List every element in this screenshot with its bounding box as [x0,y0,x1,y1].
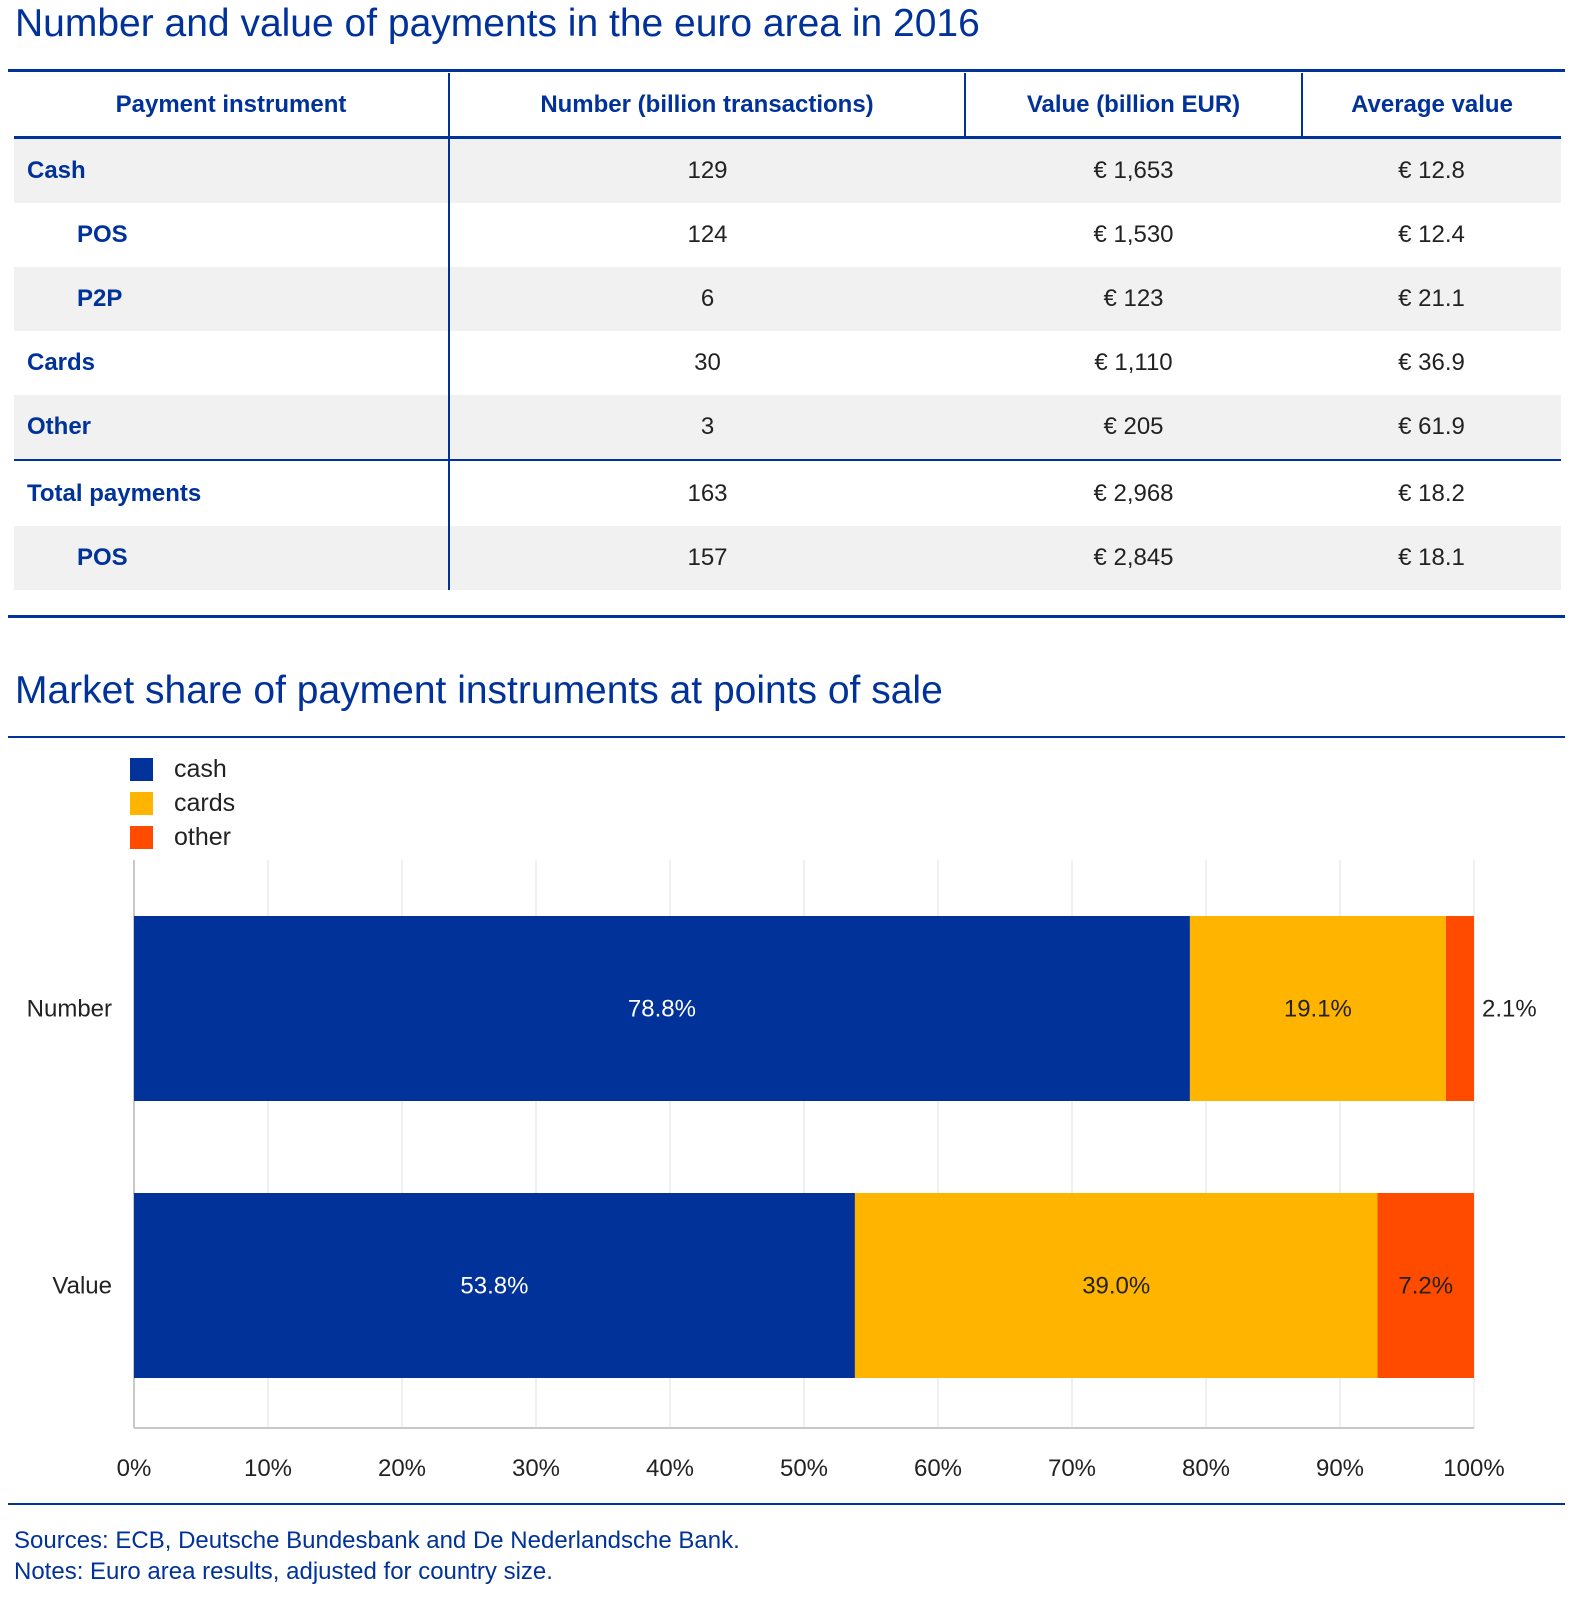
table-header-row: Payment instrument Number (billion trans… [14,73,1561,139]
cell-average: € 61.9 [1302,395,1561,460]
header-value: Value (billion EUR) [965,73,1303,139]
x-tick-label: 40% [646,1455,694,1482]
table-row-total: Total payments 163 € 2,968 € 18.2 [14,459,1561,526]
data-label-cash: 53.8% [460,1273,528,1300]
table-top-rule [8,69,1565,72]
x-tick-label: 100% [1443,1455,1504,1482]
data-label-cash: 78.8% [628,996,696,1023]
cell-number: 6 [449,267,965,331]
cell-number: 163 [449,459,965,526]
cell-average: € 21.1 [1302,267,1561,331]
cell-number: 30 [694,349,721,376]
data-label-other: 7.2% [1398,1273,1453,1300]
bar-segment-other [1377,1193,1474,1378]
x-tick-label: 0% [117,1455,152,1482]
legend-label-cards: cards [174,788,236,817]
cell-value: € 1,653 [965,137,1302,203]
row-label: Total payments [14,459,450,526]
legend-label-other: other [174,822,231,851]
table-row: P2P 6 € 123 € 21.1 [14,267,1561,331]
row-label: Cards [14,331,450,395]
cell-average: € 36.9 [1398,349,1465,376]
bar-segment-cards [1189,916,1446,1101]
header-payment-instrument: Payment instrument [14,73,450,139]
data-label-cards: 19.1% [1284,996,1352,1023]
y-category-label: Value [52,1273,112,1300]
header-number: Number (billion transactions) [449,73,966,139]
row-label: POS [14,526,450,590]
chart-bottom-rule [8,1503,1565,1505]
data-label-cards: 39.0% [1082,1273,1150,1300]
cell-average: € 18.1 [1302,526,1561,590]
chart-title: Market share of payment instruments at p… [15,669,943,712]
cell-value: € 205 [965,395,1302,460]
cell-average: € 12.8 [1302,137,1561,203]
bar-segment-cash [134,1193,855,1378]
chart-legend: cash cards other [130,752,235,854]
x-tick-label: 10% [244,1455,292,1482]
x-tick-label: 50% [780,1455,828,1482]
table-row: POS 157 € 2,845 € 18.1 [14,526,1561,590]
x-tick-label: 20% [378,1455,426,1482]
row-label: POS [14,203,450,267]
cell-average: € 12.4 [1398,221,1465,248]
legend-swatch-cards [130,791,153,815]
cell-value: € 2,968 [965,459,1302,526]
x-tick-label: 90% [1316,1455,1364,1482]
row-label: P2P [14,267,450,331]
cell-average: € 18.2 [1302,459,1561,526]
chart-top-rule [8,736,1565,738]
cell-number: 3 [449,395,965,460]
table-row: Cash 129 € 1,653 € 12.8 [14,137,1561,203]
header-average-value: Average value [1302,73,1561,139]
bar-segment-other [1445,916,1474,1101]
table-row: POS 124 € 1,530 € 12.4 [14,203,1561,267]
x-tick-label: 70% [1048,1455,1096,1482]
legend-item-cash: cash [130,752,235,786]
row-label: Cash [14,137,450,203]
table-bottom-rule [8,615,1565,618]
x-tick-label: 30% [512,1455,560,1482]
stacked-bar-chart: 0% 10% 20% 30% 40% 50% 60% 70% 80% 90% 100% Number 7… [27,860,1537,1482]
legend-swatch-cash [130,757,153,781]
cell-number: 157 [449,526,965,590]
data-label-other: 2.1% [1482,996,1537,1023]
bar-segment-cash [134,916,1190,1101]
table-title: Number and value of payments in the euro… [15,2,980,45]
cell-number: 129 [449,137,965,203]
table-row: Other 3 € 205 € 61.9 [14,395,1561,460]
cell-value: € 1,530 [1093,221,1174,248]
x-tick-label: 80% [1182,1455,1230,1482]
y-category-label: Number [27,996,112,1023]
table-row: Cards 30 € 1,110 € 36.9 [14,331,1561,395]
cell-value: € 2,845 [965,526,1302,590]
payments-table: Payment instrument Number (billion trans… [14,73,1561,590]
x-tick-label: 60% [914,1455,962,1482]
legend-swatch-other [130,825,153,849]
cell-number: 124 [687,221,728,248]
cell-value: € 123 [965,267,1302,331]
cell-value: € 1,110 [1094,349,1173,376]
legend-label-cash: cash [174,754,227,783]
legend-item-other: other [130,820,235,854]
bar-segment-cards [854,1193,1378,1378]
sources-notes: Sources: ECB, Deutsche Bundesbank and De… [14,1525,740,1587]
row-label: Other [14,395,450,460]
legend-item-cards: cards [130,786,235,820]
sources-text: Sources: ECB, Deutsche Bundesbank and De… [14,1527,740,1554]
notes-text: Notes: Euro area results, adjusted for c… [14,1558,553,1585]
